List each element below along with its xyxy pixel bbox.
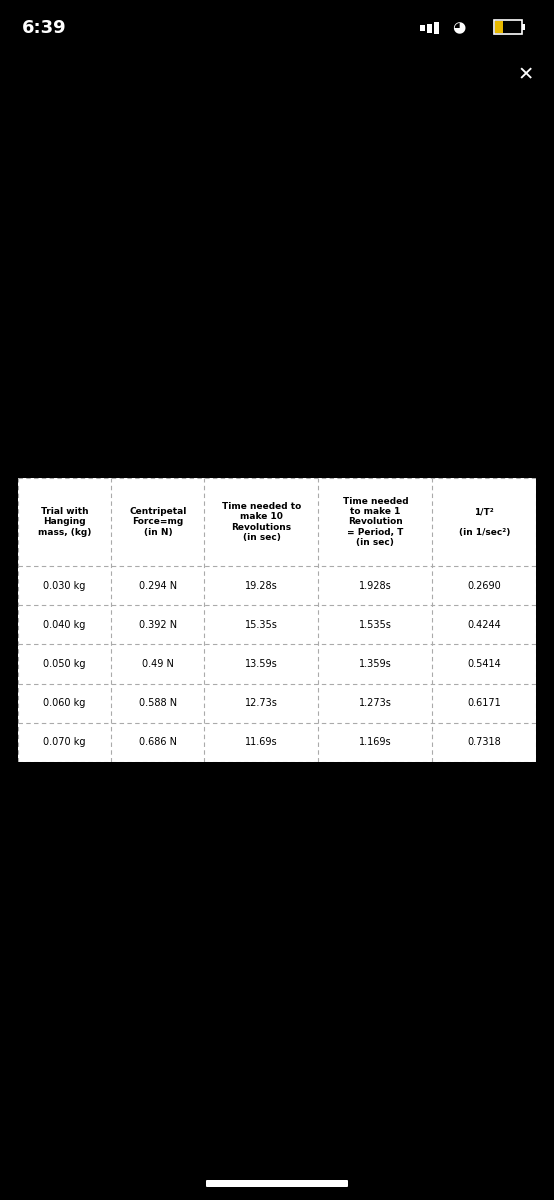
Text: 1.273s: 1.273s <box>359 698 392 708</box>
Text: 0.030 kg: 0.030 kg <box>43 581 86 590</box>
Text: 0.294 N: 0.294 N <box>139 581 177 590</box>
Text: 1/T²

(in 1/sec²): 1/T² (in 1/sec²) <box>459 508 510 536</box>
Text: Time needed
to make 1
Revolution
= Period, T
(in sec): Time needed to make 1 Revolution = Perio… <box>342 497 408 547</box>
FancyBboxPatch shape <box>206 1180 348 1187</box>
Text: 0.040 kg: 0.040 kg <box>43 619 86 630</box>
Text: 0.050 kg: 0.050 kg <box>43 659 86 670</box>
Text: 0.060 kg: 0.060 kg <box>43 698 86 708</box>
Text: 0.49 N: 0.49 N <box>142 659 174 670</box>
Text: Centripetal
Force=mg
(in N): Centripetal Force=mg (in N) <box>129 508 187 536</box>
Bar <box>18 478 536 762</box>
Text: 0.2690: 0.2690 <box>468 581 501 590</box>
Text: 1.928s: 1.928s <box>359 581 392 590</box>
Text: Time needed to
make 10
Revolutions
(in sec): Time needed to make 10 Revolutions (in s… <box>222 502 301 542</box>
Text: 0.6171: 0.6171 <box>468 698 501 708</box>
Text: 0.070 kg: 0.070 kg <box>43 737 86 748</box>
Text: 13.59s: 13.59s <box>245 659 278 670</box>
Bar <box>494 20 522 34</box>
Text: 0.588 N: 0.588 N <box>139 698 177 708</box>
Text: Data Table 3.3. Varying the Centripetal Force: Data Table 3.3. Varying the Centripetal … <box>22 463 271 473</box>
Text: 0.392 N: 0.392 N <box>139 619 177 630</box>
Text: 6:39: 6:39 <box>22 19 66 37</box>
Text: 1.359s: 1.359s <box>359 659 392 670</box>
Text: 0.686 N: 0.686 N <box>139 737 177 748</box>
Text: 11.69s: 11.69s <box>245 737 278 748</box>
Text: 19.28s: 19.28s <box>245 581 278 590</box>
Text: 15.35s: 15.35s <box>245 619 278 630</box>
Text: 0.7318: 0.7318 <box>468 737 501 748</box>
Text: Data Table 3.3. Varying the Centripetal Force: Data Table 3.3. Varying the Centripetal … <box>22 462 271 472</box>
Bar <box>420 25 425 31</box>
Text: 0.4244: 0.4244 <box>468 619 501 630</box>
Text: 0.5414: 0.5414 <box>468 659 501 670</box>
Bar <box>495 20 503 32</box>
Text: 1.169s: 1.169s <box>359 737 392 748</box>
Bar <box>427 24 432 32</box>
Text: 12.73s: 12.73s <box>245 698 278 708</box>
Text: ◕: ◕ <box>453 20 465 36</box>
Bar <box>434 22 439 34</box>
Bar <box>522 24 525 30</box>
Text: Trial with
Hanging
mass, (kg): Trial with Hanging mass, (kg) <box>38 508 91 536</box>
Text: ✕: ✕ <box>518 66 534 84</box>
Text: 1.535s: 1.535s <box>359 619 392 630</box>
